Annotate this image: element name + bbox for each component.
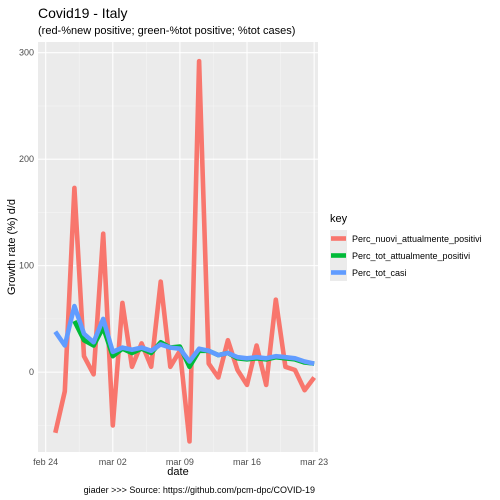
- legend: key Perc_nuovi_attualmente_positivi Perc_…: [330, 213, 482, 281]
- y-axis-ticks: 0 100 200 300: [19, 48, 34, 377]
- y-axis-label: Growth rate (%) d/d: [6, 199, 18, 295]
- x-axis-label: date: [167, 466, 188, 478]
- x-tick-label: mar 16: [233, 457, 261, 467]
- x-tick-label: mar 23: [300, 457, 328, 467]
- series-line: [53, 58, 317, 444]
- y-tick-label: 300: [19, 48, 34, 58]
- chart-caption: giader >>> Source: https://github.com/pc…: [84, 485, 315, 495]
- plot-panel: [38, 42, 318, 452]
- x-tick-label: mar 02: [99, 457, 127, 467]
- legend-title: key: [330, 213, 348, 225]
- chart-subtitle: (red-%new positive; green-%tot positive;…: [38, 25, 295, 37]
- y-tick-label: 0: [29, 367, 34, 377]
- legend-entry-label: Perc_nuovi_attualmente_positivi: [352, 234, 482, 244]
- y-tick-label: 200: [19, 154, 34, 164]
- minor-gridlines: [38, 42, 318, 452]
- x-axis-ticks: feb 24 mar 02 mar 09 mar 16 mar 23: [33, 457, 328, 467]
- legend-entry-label: Perc_tot_attualmente_positivi: [352, 251, 470, 261]
- x-tick-label: feb 24: [33, 457, 58, 467]
- chart-title: Covid19 - Italy: [38, 5, 127, 21]
- major-gridlines: [38, 42, 318, 452]
- y-tick-label: 100: [19, 261, 34, 271]
- series-line: [53, 303, 315, 366]
- legend-entry-label: Perc_tot_casi: [352, 268, 407, 278]
- x-tick-label: mar 09: [166, 457, 194, 467]
- series-layer: [53, 58, 317, 444]
